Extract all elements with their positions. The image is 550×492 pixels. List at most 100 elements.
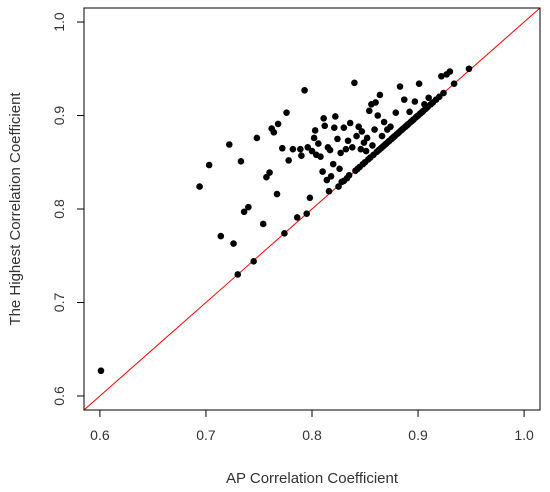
data-point	[435, 93, 443, 101]
data-point	[344, 137, 352, 145]
y-tick-label: 0.6	[51, 386, 67, 406]
data-point	[415, 80, 423, 88]
data-point	[332, 113, 339, 120]
data-point	[438, 72, 445, 80]
data-point	[369, 142, 376, 149]
data-point	[245, 203, 252, 211]
data-point	[360, 139, 368, 146]
data-point	[320, 115, 327, 122]
data-point	[237, 158, 245, 165]
data-point	[387, 123, 394, 131]
y-tick-label: 1.0	[51, 12, 67, 32]
y-axis: 0.6 0.7 0.8 0.9 1.0	[51, 12, 84, 406]
data-point	[342, 145, 350, 153]
data-point	[315, 140, 322, 147]
data-point	[326, 146, 334, 154]
data-point	[308, 147, 316, 155]
data-point	[358, 128, 366, 135]
data-point	[270, 129, 278, 136]
data-point	[446, 68, 454, 75]
data-point	[353, 132, 360, 140]
data-point	[279, 144, 286, 152]
data-point	[335, 183, 342, 190]
data-point	[273, 190, 281, 198]
data-points-layer	[97, 65, 473, 375]
data-point	[311, 127, 319, 134]
data-point	[306, 194, 314, 202]
reference-line-layer	[83, 7, 541, 411]
data-point	[259, 220, 267, 228]
x-axis: 0.6 0.7 0.8 0.9 1.0	[90, 410, 534, 443]
data-point	[378, 132, 386, 140]
data-point	[330, 124, 338, 131]
data-point	[310, 134, 318, 142]
data-point	[285, 157, 292, 164]
x-tick-label: 0.6	[90, 427, 110, 443]
data-point	[266, 169, 273, 176]
y-tick-label: 0.7	[51, 293, 67, 313]
data-point	[380, 118, 388, 126]
data-point	[283, 109, 290, 117]
data-point	[303, 210, 310, 217]
data-point	[298, 152, 305, 160]
data-point	[293, 214, 301, 221]
data-point	[450, 80, 458, 88]
data-point	[337, 149, 344, 157]
data-point	[230, 240, 237, 247]
data-point	[250, 258, 257, 265]
data-point	[234, 271, 242, 278]
data-point	[406, 108, 413, 116]
data-point	[327, 172, 335, 180]
y-tick-label: 0.9	[51, 106, 67, 126]
data-point	[374, 112, 382, 119]
x-tick-label: 0.8	[302, 427, 322, 443]
data-point	[362, 147, 370, 155]
data-point	[345, 172, 353, 179]
data-point	[363, 134, 371, 142]
data-point	[281, 230, 288, 237]
data-point	[372, 99, 379, 106]
data-point	[355, 123, 362, 131]
data-point	[240, 208, 248, 216]
data-point	[97, 367, 105, 375]
data-point	[304, 143, 312, 151]
y-axis-title: The Highest Correlation Coefficient	[7, 92, 24, 326]
data-point	[440, 89, 447, 97]
data-point	[196, 183, 203, 190]
data-point	[217, 232, 225, 240]
data-point	[346, 119, 354, 127]
x-tick-label: 1.0	[514, 427, 534, 443]
data-point	[319, 168, 326, 175]
data-point	[274, 120, 282, 128]
data-point	[351, 79, 358, 87]
data-point	[371, 126, 378, 133]
data-point	[465, 65, 473, 73]
data-point	[325, 187, 333, 195]
data-point	[205, 161, 213, 169]
data-point	[340, 124, 348, 131]
data-point	[289, 145, 297, 153]
data-point	[348, 143, 356, 151]
data-point	[317, 153, 324, 160]
data-point	[329, 160, 337, 168]
identity-line	[83, 7, 541, 411]
data-point	[392, 109, 400, 117]
x-tick-label: 0.9	[408, 427, 428, 443]
y-tick-label: 0.8	[51, 199, 67, 219]
x-axis-title: AP Correlation Coefficient	[226, 470, 399, 487]
data-point	[425, 94, 432, 102]
data-point	[365, 107, 373, 115]
data-point	[411, 98, 419, 105]
data-point	[336, 165, 343, 173]
data-point	[376, 91, 384, 99]
data-point	[263, 173, 270, 181]
data-point	[323, 176, 331, 184]
data-point	[225, 141, 233, 148]
data-point	[357, 145, 365, 153]
x-tick-label: 0.7	[196, 427, 216, 443]
data-point	[396, 83, 404, 90]
data-point	[334, 135, 341, 143]
data-point	[301, 86, 308, 94]
